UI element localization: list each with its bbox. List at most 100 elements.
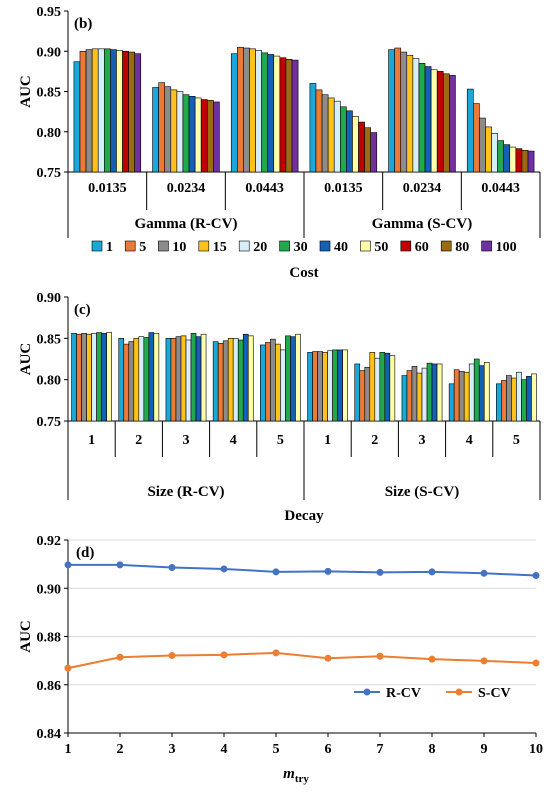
bar xyxy=(247,335,254,422)
bar xyxy=(358,121,365,173)
bar xyxy=(449,75,456,173)
bar xyxy=(473,358,480,422)
bar xyxy=(153,333,160,422)
x-category-label: 2 xyxy=(371,433,378,448)
bar xyxy=(515,148,523,173)
bar xyxy=(85,49,93,173)
group-label: Size (R-CV) xyxy=(147,484,224,500)
legend-label: 50 xyxy=(374,240,388,255)
y-tick-label: 0.80 xyxy=(37,126,62,141)
y-axis-label: AUC xyxy=(18,343,34,376)
x-category-label: 4 xyxy=(466,433,473,448)
bar xyxy=(496,383,502,422)
x-tick-label: 2 xyxy=(117,742,124,757)
bar xyxy=(73,61,81,173)
x-tick-label: 5 xyxy=(273,742,280,757)
y-axis-label: AUC xyxy=(18,620,34,653)
legend-swatch xyxy=(279,240,290,252)
bar xyxy=(526,376,532,422)
legend-swatch xyxy=(440,240,452,252)
bar xyxy=(261,52,269,173)
bar xyxy=(501,380,507,422)
bar xyxy=(406,54,414,173)
bar xyxy=(426,362,433,422)
bar xyxy=(463,371,470,422)
group-label: Gamma (S-CV) xyxy=(372,216,472,232)
legend-swatch xyxy=(124,240,136,252)
panel-label: (b) xyxy=(74,16,92,32)
y-tick-label: 0.92 xyxy=(37,534,62,549)
bar xyxy=(260,344,266,422)
bar xyxy=(165,338,172,422)
data-point xyxy=(480,569,488,577)
bar xyxy=(128,341,135,422)
bar xyxy=(332,349,338,422)
bar xyxy=(521,379,527,422)
y-tick-label: 0.75 xyxy=(37,166,62,181)
bar xyxy=(369,352,376,422)
bar xyxy=(134,53,142,173)
bar xyxy=(468,363,475,422)
bar xyxy=(255,50,262,173)
bar xyxy=(81,333,87,422)
bar xyxy=(511,377,517,422)
bar xyxy=(285,335,291,422)
bar xyxy=(148,332,155,422)
bar xyxy=(242,333,249,422)
legend-label: 20 xyxy=(253,240,267,255)
bar xyxy=(309,83,317,173)
legend-label: 100 xyxy=(496,240,517,255)
data-point xyxy=(64,664,72,672)
bar xyxy=(237,46,244,173)
legend-swatch xyxy=(400,240,412,252)
data-point xyxy=(116,561,124,569)
bar xyxy=(217,342,224,422)
panel-d-line-chart: 0.84 0.86 0.88 0.90 0.92 1 2 3 4 5 6 7 8 9 10 AUC (d) mtr… xyxy=(18,534,543,785)
bar xyxy=(243,47,250,173)
legend-label: S-CV xyxy=(478,686,511,701)
bar xyxy=(86,333,92,422)
bar xyxy=(364,127,371,173)
x-category-label: 0.0443 xyxy=(481,181,520,196)
bar xyxy=(483,362,490,422)
bar xyxy=(491,133,498,173)
bar xyxy=(516,371,522,422)
x-category-label: 3 xyxy=(183,433,190,448)
legend-label: 30 xyxy=(294,240,308,255)
panel-b-bar-chart: 0.75 0.80 0.85 0.90 0.95 AUC (b) 0.0135 0.0234 0.… xyxy=(18,5,541,281)
legend-swatch xyxy=(158,240,169,252)
data-point xyxy=(220,651,228,659)
data-point xyxy=(324,654,332,662)
data-point xyxy=(64,561,72,569)
bar xyxy=(337,349,343,422)
y-tick-label: 0.95 xyxy=(37,5,62,20)
legend-label: 40 xyxy=(334,240,348,255)
bar xyxy=(531,373,537,422)
legend-label: 1 xyxy=(106,240,113,255)
data-point xyxy=(272,649,280,657)
legend-label: 60 xyxy=(415,240,429,255)
x-tick-label: 1 xyxy=(65,742,72,757)
bar xyxy=(133,338,140,422)
data-point xyxy=(220,565,228,573)
bar xyxy=(91,48,99,173)
data-point xyxy=(532,571,540,579)
legend-swatch xyxy=(238,240,250,252)
x-tick-label: 8 xyxy=(429,742,436,757)
bar xyxy=(170,338,177,422)
bar xyxy=(400,51,408,173)
bar xyxy=(96,332,102,422)
legend-marker xyxy=(455,688,463,696)
bar xyxy=(194,97,202,173)
bar xyxy=(527,150,535,173)
bar xyxy=(152,87,159,173)
legend-label: 80 xyxy=(455,240,469,255)
bar xyxy=(206,100,214,173)
bar xyxy=(290,336,296,422)
x-axis-label: mtry xyxy=(283,766,309,785)
bar xyxy=(436,363,443,422)
y-tick-label: 0.85 xyxy=(37,86,62,101)
legend-marker xyxy=(363,688,371,696)
legend-swatch xyxy=(91,240,103,252)
